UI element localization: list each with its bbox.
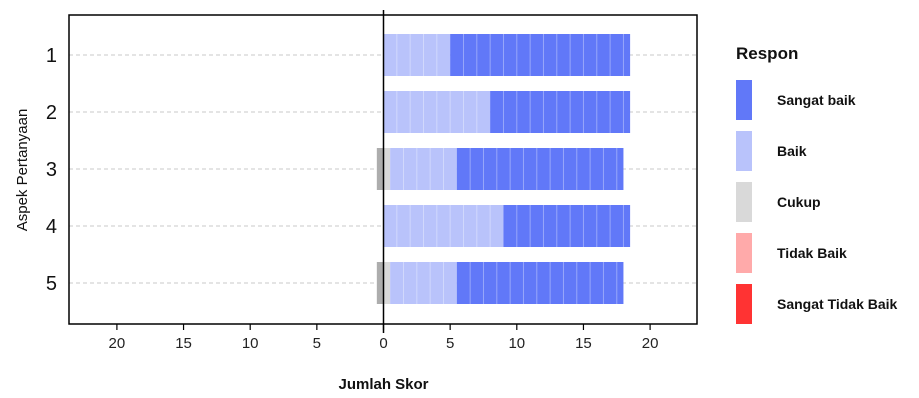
bar-segment-baik bbox=[390, 262, 457, 304]
y-category-labels: 1 2 3 4 5 bbox=[46, 45, 57, 295]
y-category-label: 3 bbox=[46, 159, 57, 181]
bar-segment-baik bbox=[383, 91, 491, 133]
y-category-label: 5 bbox=[46, 273, 57, 295]
legend-title: Respon bbox=[736, 44, 799, 63]
bar-segment-sangat-baik bbox=[456, 148, 624, 190]
x-tick-label: 0 bbox=[379, 335, 387, 352]
legend-swatch bbox=[736, 79, 752, 120]
x-tick-label: 15 bbox=[575, 335, 592, 352]
legend-item-sangat-tidak-baik: Sangat Tidak Baik bbox=[736, 278, 919, 329]
x-axis-label: Jumlah Skor bbox=[338, 376, 428, 393]
y-axis-label: Aspek Pertanyaan bbox=[14, 109, 31, 232]
x-tick-label: 10 bbox=[242, 335, 259, 352]
legend-swatch bbox=[736, 130, 752, 171]
legend: Respon Sangat baik Baik Cukup Tidak Baik San… bbox=[736, 44, 919, 329]
x-tick-label: 20 bbox=[642, 335, 659, 352]
legend-swatch bbox=[736, 283, 752, 324]
legend-item-cukup: Cukup bbox=[736, 176, 919, 227]
bar-segment-sangat-baik bbox=[456, 262, 624, 304]
bar-segment-cukup-shade bbox=[376, 148, 384, 190]
x-tick-label: 15 bbox=[175, 335, 192, 352]
legend-items: Sangat baik Baik Cukup Tidak Baik Sangat Tid… bbox=[736, 74, 919, 329]
bar-segment-cukup-shade bbox=[376, 262, 384, 304]
bar-segment-sangat-baik bbox=[490, 91, 631, 133]
legend-label: Sangat baik bbox=[777, 91, 856, 108]
bar-segment-baik bbox=[383, 205, 504, 247]
bar-segment-sangat-baik bbox=[450, 34, 631, 76]
legend-item-baik: Baik bbox=[736, 125, 919, 176]
x-tick-label: 5 bbox=[313, 335, 321, 352]
legend-item-tidak-baik: Tidak Baik bbox=[736, 227, 919, 278]
legend-label: Sangat Tidak Baik bbox=[777, 295, 898, 312]
x-tick-label: 5 bbox=[446, 335, 454, 352]
y-category-label: 1 bbox=[46, 45, 57, 67]
x-tick-label: 20 bbox=[109, 335, 126, 352]
legend-label: Baik bbox=[777, 142, 807, 159]
legend-swatch bbox=[736, 181, 752, 222]
x-ticks: 20 15 10 5 0 5 10 15 20 bbox=[109, 324, 659, 352]
bar-segment-baik bbox=[390, 148, 457, 190]
legend-label: Tidak Baik bbox=[777, 244, 847, 261]
y-category-label: 2 bbox=[46, 102, 57, 124]
legend-label: Cukup bbox=[777, 193, 821, 210]
bar-segment-baik bbox=[383, 34, 451, 76]
y-category-label: 4 bbox=[46, 216, 57, 238]
bar-segment-sangat-baik bbox=[503, 205, 631, 247]
bars bbox=[376, 34, 631, 304]
legend-item-sangat-baik: Sangat baik bbox=[736, 74, 919, 125]
x-tick-label: 10 bbox=[508, 335, 525, 352]
legend-swatch bbox=[736, 232, 752, 273]
